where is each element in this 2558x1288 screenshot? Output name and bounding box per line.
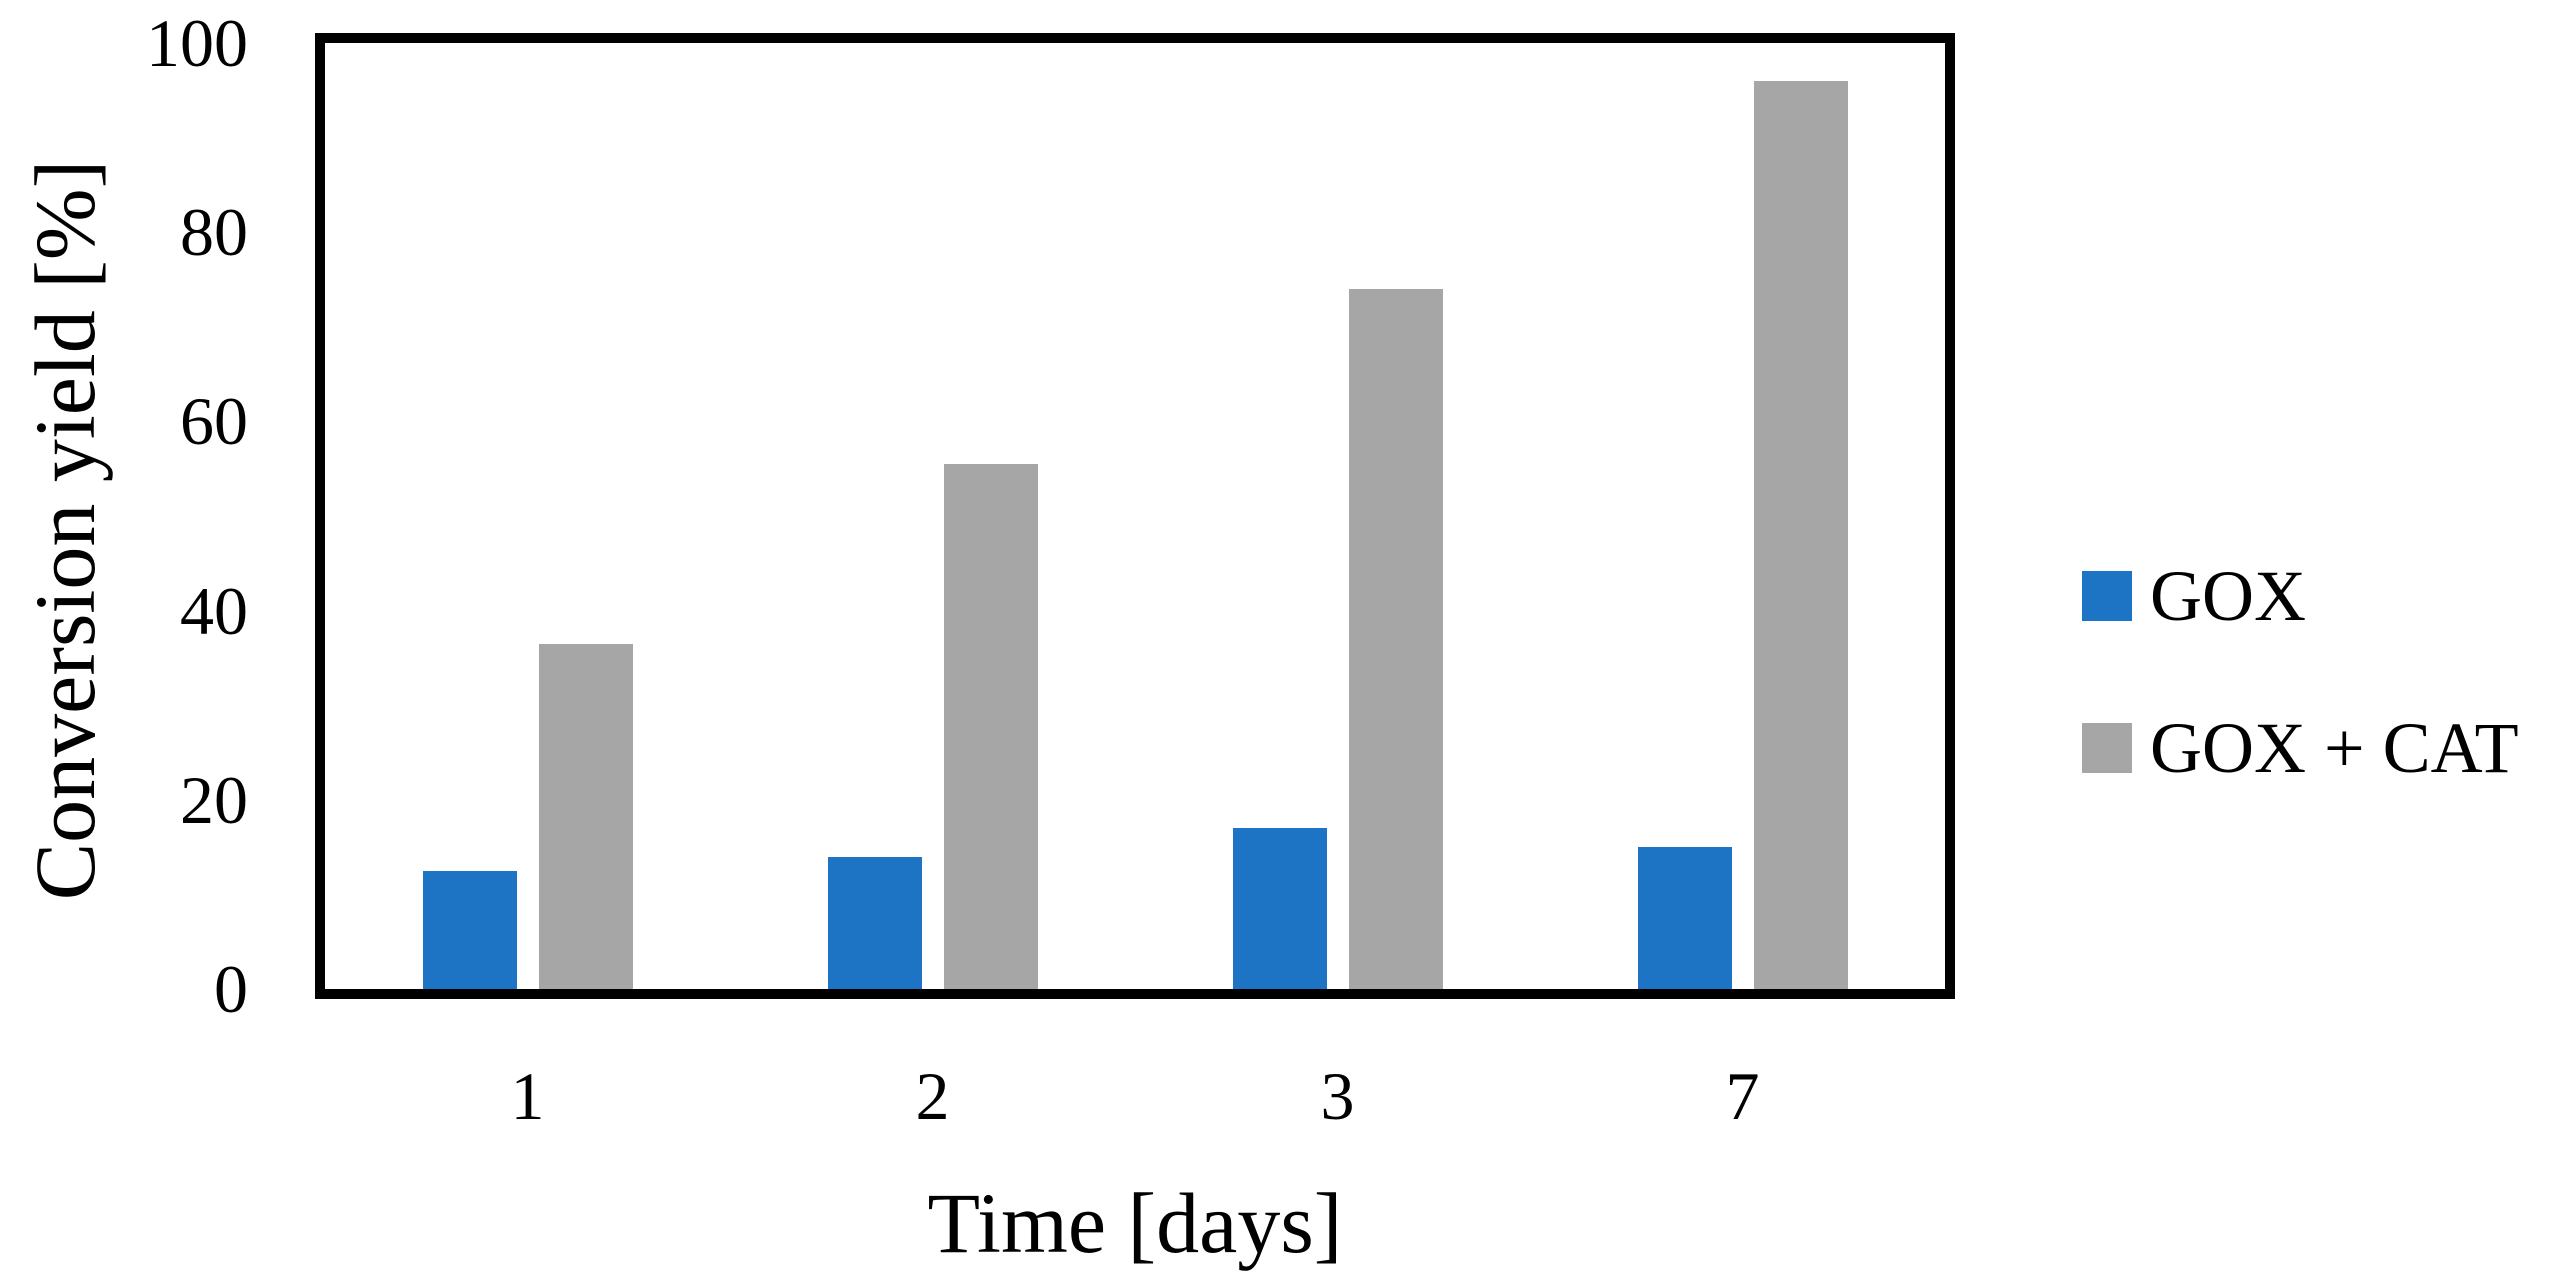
legend-label: GOX + CAT <box>2150 707 2519 788</box>
y-tick-label-0: 0 <box>214 951 248 1027</box>
x-tick-label-1: 1 <box>510 1058 545 1134</box>
bar-gox+cat-day-3 <box>1348 288 1443 989</box>
x-tick-label-2: 2 <box>915 1058 950 1134</box>
x-tick-label-7: 7 <box>1725 1058 1760 1134</box>
y-tick-label-60: 60 <box>180 383 248 460</box>
bar-gox-day-2 <box>827 856 922 989</box>
y-tick-label-40: 40 <box>180 572 248 649</box>
bar-gox-day-3 <box>1232 828 1327 989</box>
y-tick-label-80: 80 <box>180 194 248 271</box>
x-tick-label-3: 3 <box>1320 1058 1355 1134</box>
legend-item-gox+cat: GOX + CAT <box>2082 708 2519 788</box>
bar-gox-day-7 <box>1637 847 1732 989</box>
bar-gox+cat-day-1 <box>538 643 633 989</box>
legend: GOX GOX + CAT <box>2082 556 2519 788</box>
legend-label: GOX <box>2150 555 2306 636</box>
legend-item-gox: GOX <box>2082 556 2519 636</box>
y-tick-label-100: 100 <box>146 5 248 81</box>
bar-gox-day-1 <box>422 870 517 989</box>
bar-gox+cat-day-2 <box>943 463 1038 989</box>
legend-swatch-icon <box>2082 723 2132 773</box>
bar-gox+cat-day-7 <box>1753 80 1848 989</box>
y-tick-label-20: 20 <box>180 761 248 838</box>
x-axis-title: Time [days] <box>927 1175 1343 1271</box>
legend-swatch-icon <box>2082 571 2132 621</box>
